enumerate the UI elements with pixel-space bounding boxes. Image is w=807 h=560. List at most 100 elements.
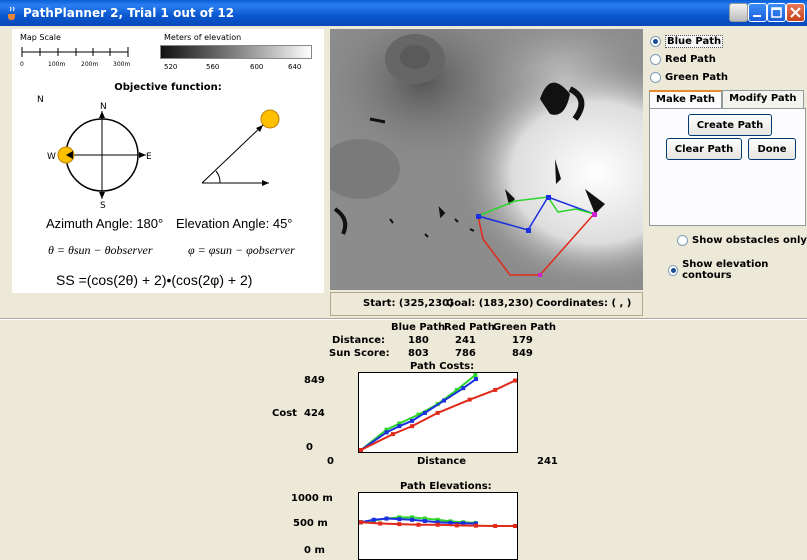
tab-make-path[interactable]: Make Path (649, 90, 723, 109)
distance-green: 179 (512, 335, 533, 346)
data-point (513, 524, 517, 528)
map-scale-label: Map Scale (20, 33, 61, 42)
show-contours-radio[interactable]: Show elevation contours (668, 259, 807, 281)
minimize-button[interactable] (748, 3, 767, 22)
title-bar[interactable]: PathPlanner 2, Trial 1 out of 12 (0, 0, 807, 26)
costs-chart (358, 372, 518, 453)
red-path-radio[interactable]: Red Path (650, 54, 716, 65)
objective-title: Objective function: (114, 82, 222, 93)
distance-axis-label: Distance (417, 456, 467, 467)
scale-tick: 200m (81, 61, 99, 68)
close-button[interactable] (786, 3, 805, 22)
elev-tick: 1000 m (291, 493, 333, 504)
data-point (416, 522, 421, 527)
make-path-panel: Create Path Clear Path Done (649, 108, 806, 226)
control-panel: Blue Path Red Path Green Path Make Path … (648, 29, 807, 317)
data-point (410, 424, 415, 429)
elevation-legend: Meters of elevation 520 560 600 640 (158, 33, 318, 73)
data-point (461, 521, 466, 526)
elevation-tick: 640 (288, 63, 302, 71)
elevation-legend-label: Meters of elevation (164, 33, 242, 42)
elev-tick: 0 m (304, 545, 325, 556)
tab-strip: Make Path Modify Path (649, 90, 804, 109)
sun-score-blue: 803 (408, 348, 429, 359)
window-title: PathPlanner 2, Trial 1 out of 12 (23, 6, 235, 20)
sun-score-label: Sun Score: (329, 348, 390, 359)
data-point (473, 373, 478, 377)
tab-modify-path[interactable]: Modify Path (722, 90, 804, 108)
data-point (493, 524, 498, 528)
distance-label: Distance: (332, 335, 386, 346)
data-point (410, 517, 415, 522)
data-point (461, 386, 466, 391)
data-point (448, 520, 453, 525)
clear-path-button[interactable]: Clear Path (666, 138, 742, 160)
goal-coords: Goal: (183,230) (446, 298, 534, 309)
compass-n-label: N (100, 102, 107, 112)
show-obstacles-radio[interactable]: Show obstacles only (677, 235, 807, 246)
sun-icon (260, 109, 280, 129)
data-point (359, 448, 363, 452)
radio-icon[interactable] (650, 72, 661, 83)
create-path-button[interactable]: Create Path (688, 114, 772, 136)
blue-path-series-line (360, 378, 477, 451)
stats-header-green: Green Path (493, 322, 557, 333)
cursor-coords: Coordinates: ( , ) (536, 298, 632, 309)
data-point (474, 523, 479, 528)
data-point (493, 387, 498, 392)
scale-tick: 300m (113, 61, 131, 68)
elevation-gradient (160, 45, 312, 59)
stats-header-blue: Blue Path (391, 322, 446, 333)
map-scale-legend: Map Scale 0 100m 200m 300m (18, 33, 153, 73)
data-point (371, 517, 376, 522)
terrain-map-canvas[interactable] (330, 29, 643, 290)
distance-red: 241 (455, 335, 476, 346)
blue-path-radio[interactable]: Blue Path (650, 35, 724, 48)
radio-icon[interactable] (677, 235, 688, 246)
done-button[interactable]: Done (748, 138, 796, 160)
data-point (422, 410, 427, 415)
sun-score-green: 849 (512, 348, 533, 359)
blue-path-series-line (360, 517, 477, 525)
data-point (378, 521, 383, 526)
cost-axis-label: Cost (272, 408, 297, 419)
green-path-radio[interactable]: Green Path (650, 72, 728, 83)
azimuth-text: Azimuth Angle: 180° (46, 216, 164, 231)
distance-tick: 0 (327, 456, 334, 467)
compass-e-label: E (146, 152, 152, 162)
data-point (435, 522, 440, 527)
obstacle (540, 82, 570, 115)
radio-icon[interactable] (668, 264, 679, 276)
data-point (454, 523, 459, 528)
elevation-tick: 520 (164, 63, 178, 71)
sun-score-red: 786 (455, 348, 476, 359)
calc-icon[interactable] (729, 3, 748, 22)
cost-tick: 0 (306, 442, 313, 453)
maximize-button[interactable] (767, 3, 786, 22)
data-point (397, 517, 402, 522)
sun-score-equation: SS =(cos(2θ) + 2)•(cos(2φ) + 2) (56, 272, 253, 288)
green-path-line (477, 196, 595, 217)
radio-icon[interactable] (650, 54, 661, 65)
data-point (397, 421, 402, 426)
data-point (390, 432, 395, 437)
elev-tick: 500 m (293, 518, 328, 529)
distance-tick: 241 (537, 456, 558, 467)
java-cup-icon (8, 6, 15, 20)
data-point (384, 516, 389, 521)
elevation-text: Elevation Angle: 45° (176, 216, 293, 231)
terrain-map[interactable] (330, 29, 643, 290)
red-path-series-line (360, 379, 516, 451)
objective-diagram (57, 109, 280, 199)
elev-chart-title: Path Elevations: (400, 481, 492, 492)
data-point (454, 387, 459, 392)
elevations-chart (358, 492, 518, 560)
data-point (416, 412, 421, 417)
divider (0, 318, 807, 320)
cost-tick: 849 (304, 375, 325, 386)
scale-tick: 0 (20, 61, 24, 68)
radio-icon[interactable] (650, 36, 661, 47)
data-point (422, 519, 427, 524)
data-point (435, 410, 440, 415)
